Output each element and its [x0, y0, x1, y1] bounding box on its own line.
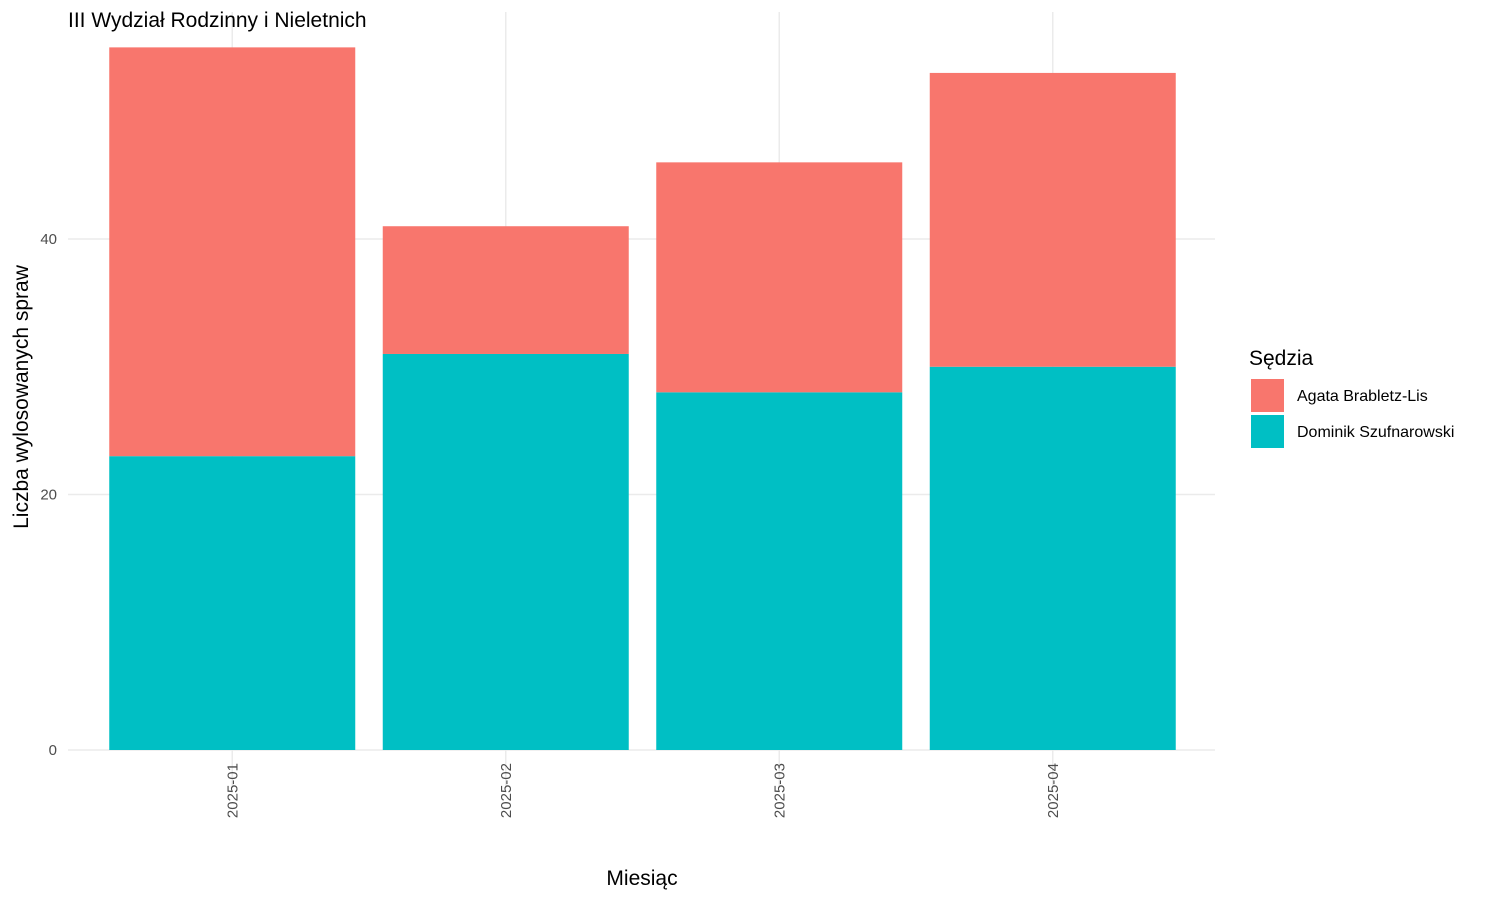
y-tick-labels: 0 20 40 [40, 231, 57, 759]
bar-segment [109, 47, 356, 457]
bar-segment [656, 162, 903, 393]
bar-segment [929, 366, 1176, 750]
legend-swatch [1251, 379, 1284, 412]
y-tick-label: 20 [40, 487, 57, 504]
bar-segment [382, 226, 629, 354]
legend-label: Dominik Szufnarowski [1297, 424, 1454, 441]
chart-title: III Wydział Rodzinny i Nieletnich [68, 9, 367, 32]
x-tick-label: 2025-04 [1045, 763, 1062, 818]
bar-segment [109, 456, 356, 750]
bar-segment [929, 72, 1176, 367]
x-tick-label: 2025-02 [498, 763, 515, 818]
x-tick-label: 2025-01 [224, 763, 241, 818]
x-gridlines [231, 12, 1054, 788]
x-tick-label: 2025-03 [771, 763, 788, 818]
bar-segment [656, 392, 903, 750]
y-tick-label: 40 [40, 231, 57, 248]
y-tick-label: 0 [49, 742, 57, 759]
y-axis-title: Liczba wylosowanych spraw [10, 264, 33, 529]
legend-swatch [1251, 415, 1284, 448]
bars [109, 47, 1176, 750]
legend-label: Agata Brabletz-Lis [1297, 388, 1428, 405]
legend-title: Sędzia [1249, 347, 1314, 370]
x-tick-labels: 2025-01 2025-02 2025-03 2025-04 [224, 763, 1062, 818]
legend-items: Agata Brabletz-Lis Dominik Szufnarowski [1251, 379, 1454, 448]
x-axis-title: Miesiąc [606, 867, 677, 890]
legend: Sędzia Agata Brabletz-Lis Dominik Szufnar… [1249, 347, 1454, 448]
bar-segment [382, 353, 629, 750]
